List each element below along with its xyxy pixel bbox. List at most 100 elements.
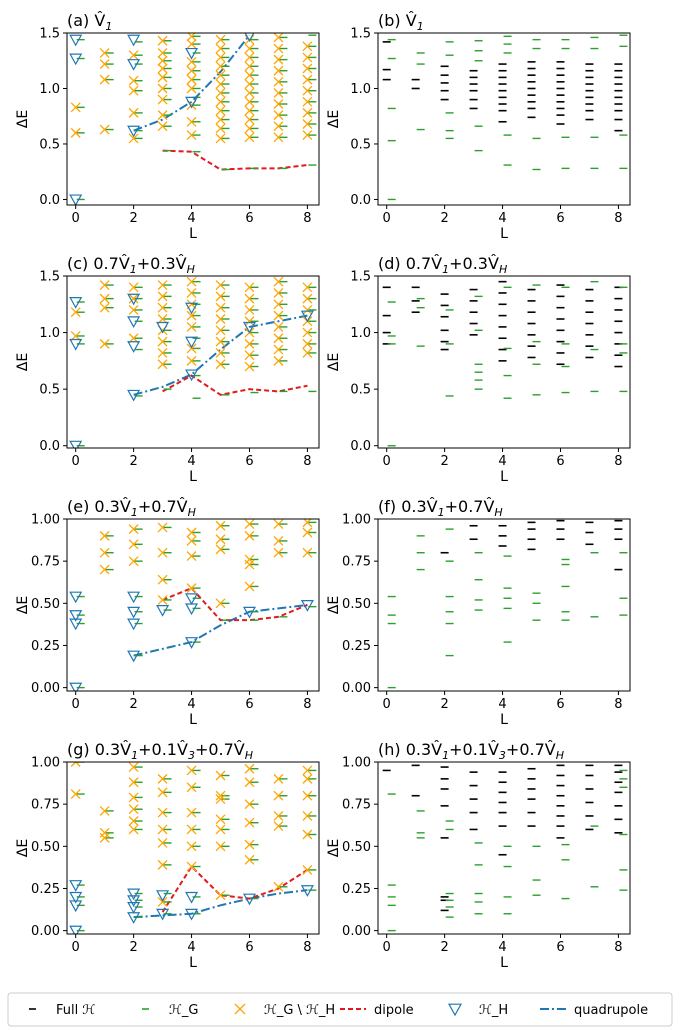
y-tick-label: 0.0 xyxy=(39,193,60,208)
hg-minus-hh-mark xyxy=(302,547,313,558)
hh-mark xyxy=(185,302,199,315)
legend-label: ℋ_H xyxy=(479,1003,508,1018)
hg-minus-hh-mark xyxy=(273,310,284,321)
hh-mark xyxy=(185,369,199,382)
hg-minus-hh-mark xyxy=(244,316,255,327)
hg-minus-hh-mark xyxy=(273,132,284,143)
hg-minus-hh-mark xyxy=(273,76,284,87)
title-part: V̂ xyxy=(120,497,131,516)
hg-minus-hh-mark xyxy=(128,777,139,788)
hg-minus-hh-mark xyxy=(244,530,255,541)
x-tick-label: 2 xyxy=(440,940,448,955)
x-tick-label: 4 xyxy=(187,697,195,712)
title-part: V̂ xyxy=(119,254,130,273)
y-axis-label: ΔE xyxy=(15,353,31,371)
hh-mark xyxy=(127,606,141,619)
hg-minus-hh-mark xyxy=(157,48,168,58)
y-axis-label: ΔE xyxy=(15,110,31,128)
y-tick-label: 1.0 xyxy=(350,326,371,341)
hg-minus-hh-mark xyxy=(157,94,168,105)
hg-minus-hh-mark xyxy=(186,130,197,141)
plot-area xyxy=(69,276,317,448)
x-tick-label: 8 xyxy=(614,211,622,226)
hg-minus-hh-mark xyxy=(273,790,284,801)
hh-mark xyxy=(127,316,141,328)
title-part: 1 xyxy=(417,20,424,33)
title-part: +0.1 xyxy=(138,740,177,759)
x-tick-label: 6 xyxy=(245,697,253,712)
x-tick-label: 4 xyxy=(498,454,506,469)
y-tick-label: 0.5 xyxy=(39,137,60,152)
plot-area xyxy=(69,762,317,934)
hg-minus-hh-mark xyxy=(273,811,284,821)
hh-mark xyxy=(185,908,199,921)
hg-minus-hh-mark xyxy=(186,355,197,366)
hg-minus-hh-mark xyxy=(215,794,226,805)
hh-mark xyxy=(127,34,141,47)
hg-minus-hh-mark xyxy=(244,361,255,372)
legend-item-dipole: dipole xyxy=(340,1003,414,1018)
x-tick-label: 8 xyxy=(303,454,311,469)
hg-minus-hh-mark xyxy=(273,43,284,54)
hg-minus-hh-mark xyxy=(273,288,284,298)
title-part: V̂ xyxy=(234,740,245,759)
hg-minus-hh-mark xyxy=(215,544,226,555)
x-tick-label: 2 xyxy=(129,697,137,712)
hg-minus-hh-mark xyxy=(157,773,168,784)
hg-minus-hh-mark xyxy=(244,79,255,90)
dipole-line xyxy=(162,586,308,622)
hg-minus-hh-mark xyxy=(244,282,255,293)
y-tick-label: 1.5 xyxy=(350,270,371,285)
hg-minus-hh-mark xyxy=(244,854,255,865)
title-part: 3 xyxy=(188,749,195,762)
hh-mark xyxy=(127,902,141,914)
title-part: V̂ xyxy=(427,497,438,516)
hg-minus-hh-mark xyxy=(186,288,197,298)
axes-frame xyxy=(66,32,320,206)
x-tick-label: 6 xyxy=(245,940,253,955)
title-part: 1 xyxy=(438,506,445,519)
x-axis-label: L xyxy=(500,955,508,971)
y-tick-label: 1.0 xyxy=(39,326,60,341)
x-axis-label: L xyxy=(189,712,197,728)
hh-mark xyxy=(69,925,83,934)
plot-area xyxy=(382,764,628,932)
hh-mark xyxy=(185,336,199,349)
y-tick-label: 0.25 xyxy=(342,639,371,654)
title-part: H xyxy=(556,749,564,762)
y-tick-label: 0.25 xyxy=(342,882,371,897)
title-part: +0.7 xyxy=(445,497,484,516)
hg-minus-hh-mark xyxy=(244,52,255,63)
hg-minus-hh-mark xyxy=(70,307,81,318)
x-tick-label: 6 xyxy=(556,211,564,226)
hg-minus-hh-mark xyxy=(215,824,226,835)
hh-mark xyxy=(185,593,199,605)
hh-mark xyxy=(69,194,83,205)
hg-minus-hh-mark xyxy=(273,333,284,344)
title-part: V̂ xyxy=(431,254,442,273)
title-part: +0.1 xyxy=(449,740,488,759)
title-prefix: (g) 0.3 xyxy=(67,740,120,759)
hg-minus-hh-mark xyxy=(215,359,226,370)
hh-mark xyxy=(127,389,141,402)
hh-mark xyxy=(127,888,141,901)
y-tick-label: 0.50 xyxy=(342,597,371,612)
y-tick-label: 0.5 xyxy=(39,383,60,398)
hg-minus-hh-mark xyxy=(215,123,226,134)
x-tick-label: 8 xyxy=(303,697,311,712)
title-part: H xyxy=(245,749,253,762)
x-tick-label: 8 xyxy=(303,940,311,955)
y-tick-label: 1.5 xyxy=(39,270,60,285)
hg-minus-hh-mark xyxy=(157,63,168,74)
title-part: 1 xyxy=(442,263,449,276)
hg-minus-hh-mark xyxy=(186,321,197,332)
y-axis-label: ΔE xyxy=(15,596,31,614)
y-tick-label: 0.75 xyxy=(31,798,60,813)
hg-minus-hh-mark xyxy=(273,276,284,287)
hg-minus-hh-mark xyxy=(157,897,168,907)
y-tick-label: 0.00 xyxy=(31,681,60,696)
hh-mark xyxy=(185,637,199,649)
panel-title: (g) 0.3V̂1+0.1V̂3+0.7V̂H xyxy=(67,740,253,762)
hg-minus-hh-mark xyxy=(157,83,168,94)
title-part: V̂ xyxy=(120,740,131,759)
